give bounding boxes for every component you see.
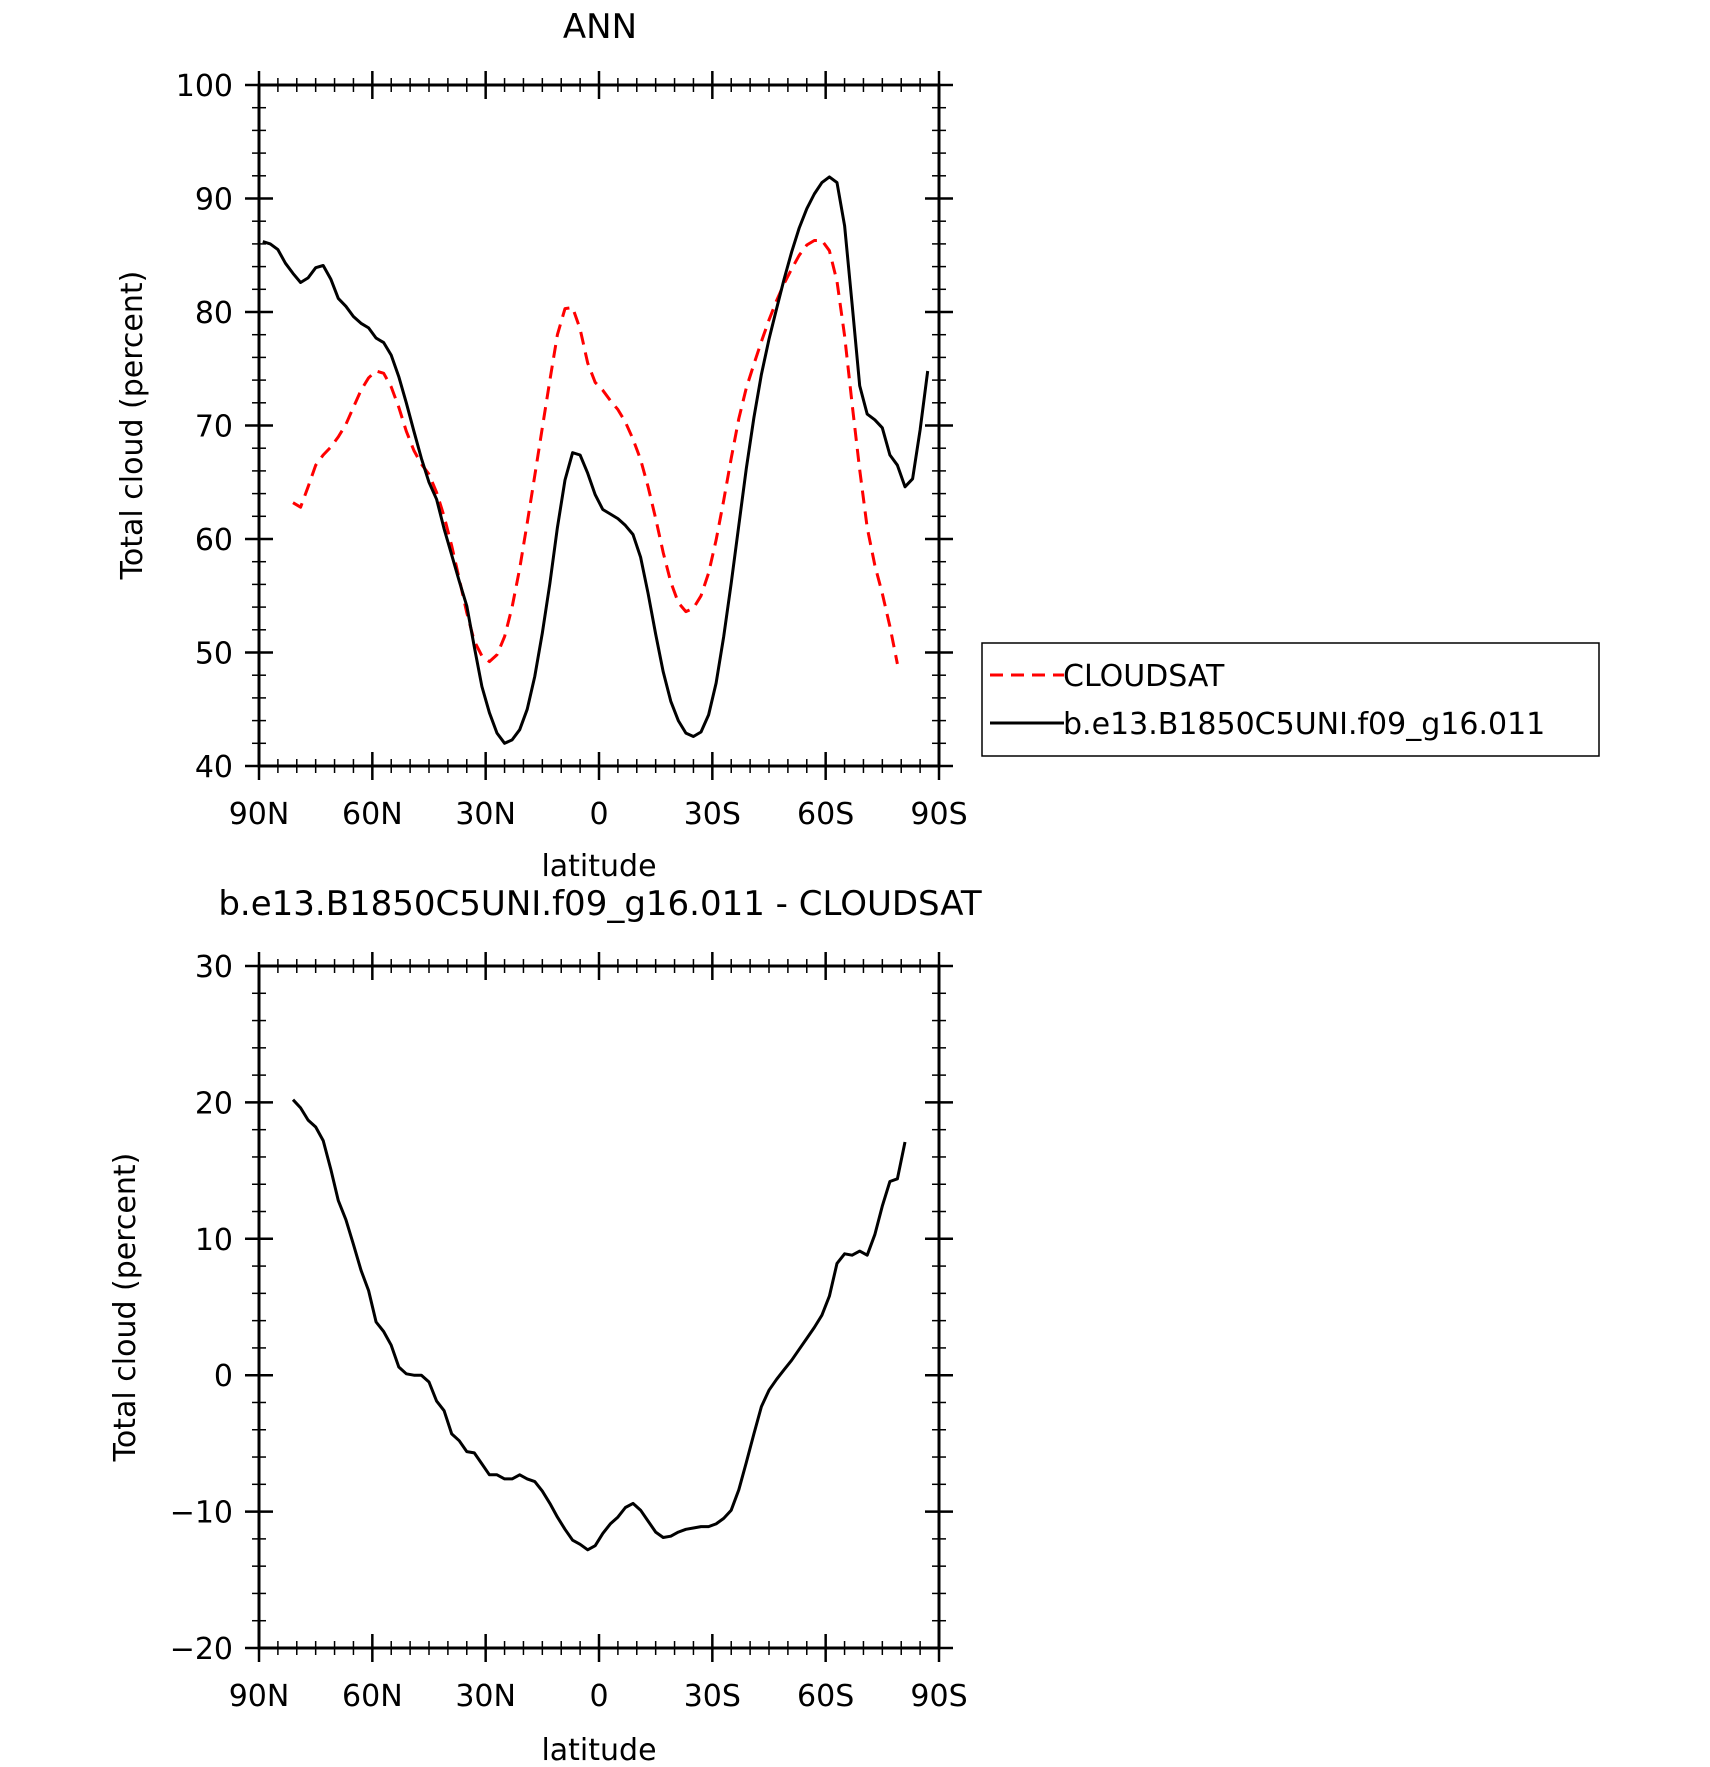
x-axis-label: latitude xyxy=(541,849,656,884)
y-tick-label: −10 xyxy=(170,1496,233,1531)
x-tick-label: 30S xyxy=(684,797,741,832)
x-tick-label: 0 xyxy=(589,797,608,832)
series-line-0 xyxy=(291,1098,907,1552)
legend-box xyxy=(981,642,1600,757)
panel-title: ANN xyxy=(563,7,637,47)
x-axis-label: latitude xyxy=(541,1733,656,1767)
x-axis: 90N 60N 30N 0 30S 60S 90S xyxy=(229,71,968,832)
y-tick-label: 30 xyxy=(195,950,233,985)
y-tick-label: −20 xyxy=(170,1632,233,1667)
x-tick-label: 60S xyxy=(797,1679,854,1714)
y-tick-label: 40 xyxy=(195,750,233,785)
x-tick-label: 30S xyxy=(684,1679,741,1714)
x-tick-label: 60S xyxy=(797,797,854,832)
x-tick-label: 90N xyxy=(229,1679,290,1714)
panel-difference: b.e13.B1850C5UNI.f09_g16.011 - CLOUDSAT … xyxy=(108,884,982,1767)
legend-label-cloudsat: CLOUDSAT xyxy=(1063,659,1225,694)
series-lines xyxy=(262,175,930,745)
series-lines xyxy=(291,1098,907,1552)
y-tick-label: 20 xyxy=(195,1086,233,1121)
legend-label-model: b.e13.B1850C5UNI.f09_g16.011 xyxy=(1063,707,1545,742)
x-tick-label: 90S xyxy=(910,1679,967,1714)
x-tick-label: 0 xyxy=(589,1679,608,1714)
y-axis: −20 −10 0 10 20 30 xyxy=(170,950,953,1667)
y-tick-label: 70 xyxy=(195,410,233,445)
series-line-1 xyxy=(262,175,930,745)
y-axis-label: Total cloud (percent) xyxy=(115,271,150,581)
x-tick-label: 60N xyxy=(342,797,403,832)
y-tick-label: 10 xyxy=(195,1223,233,1258)
x-tick-label: 90S xyxy=(910,797,967,832)
series-line-0 xyxy=(292,239,899,665)
y-tick-label: 50 xyxy=(195,637,233,672)
y-axis-label: Total cloud (percent) xyxy=(108,1153,143,1463)
y-tick-label: 90 xyxy=(195,183,233,218)
y-tick-label: 100 xyxy=(176,69,233,104)
x-tick-label: 30N xyxy=(455,797,516,832)
x-tick-label: 60N xyxy=(342,1679,403,1714)
y-tick-label: 0 xyxy=(214,1359,233,1394)
y-tick-label: 80 xyxy=(195,296,233,331)
panel-title: b.e13.B1850C5UNI.f09_g16.011 - CLOUDSAT xyxy=(218,884,982,924)
x-tick-label: 30N xyxy=(455,1679,516,1714)
x-axis: 90N 60N 30N 0 30S 60S 90S xyxy=(229,952,968,1714)
x-tick-label: 90N xyxy=(229,797,290,832)
y-tick-label: 60 xyxy=(195,523,233,558)
legend: CLOUDSAT b.e13.B1850C5UNI.f09_g16.011 xyxy=(981,642,1600,757)
